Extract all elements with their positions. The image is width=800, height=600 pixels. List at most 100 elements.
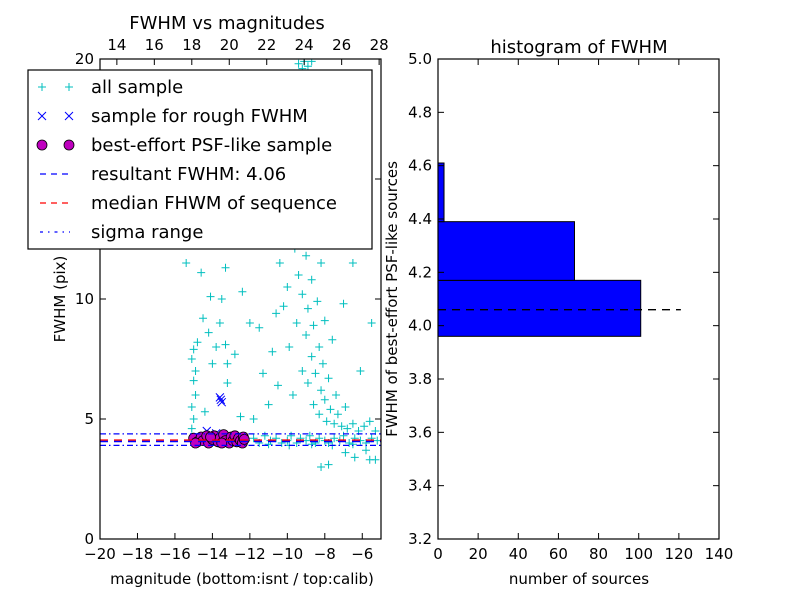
y-tick-label: 10 (75, 290, 94, 308)
y-tick-label: 3.8 (408, 370, 432, 388)
data-point-plus (187, 355, 196, 363)
x-tick-label: 80 (589, 545, 608, 563)
data-point-x (217, 397, 227, 407)
data-point-plus (249, 434, 258, 443)
x-tick-label: 140 (705, 545, 734, 563)
data-point-plus (320, 395, 329, 404)
data-point-plus (221, 340, 230, 349)
data-point-plus (189, 345, 198, 354)
data-point-plus (348, 259, 357, 267)
data-point-plus (339, 299, 348, 308)
histogram-bar (437, 162, 445, 223)
data-point-plus (343, 424, 352, 433)
legend-label: sigma range (91, 222, 203, 243)
top-x-tick-label: 20 (220, 36, 239, 54)
x-tick-label: 100 (624, 545, 653, 563)
legend-item: sigma range (40, 222, 203, 243)
top-x-tick-label: 18 (182, 36, 201, 54)
top-x-tick-label: 28 (370, 36, 389, 54)
data-point-plus (356, 367, 365, 375)
x-tick-label: −10 (272, 545, 304, 563)
left-plot-title: FWHM vs magnitudes (129, 13, 324, 34)
data-point-plus (328, 335, 337, 344)
y-tick-label: 20 (75, 50, 94, 68)
right-plot-title: histogram of FWHM (490, 37, 667, 58)
y-tick-label: 5 (84, 410, 94, 428)
data-point-plus (313, 297, 322, 306)
fwhm-histogram-plot: 0 20 40 60 80 100 120 140 3.2 3.4 3.6 3.8 4.0 4.2 4.4 4… (408, 50, 733, 563)
data-point-plus (307, 59, 316, 66)
x-tick-label: 20 (469, 545, 488, 563)
data-point-plus (191, 367, 200, 375)
data-point-plus (182, 259, 191, 267)
data-point-plus (362, 446, 371, 455)
data-point-plus (315, 434, 324, 443)
data-point-plus (307, 352, 316, 361)
y-tick-label: 5.0 (408, 50, 432, 68)
y-tick-label: 4.2 (408, 263, 432, 281)
data-point-plus (223, 379, 232, 387)
data-point-plus (204, 328, 213, 337)
x-tick-label: −8 (314, 545, 336, 563)
data-point-plus (215, 319, 224, 327)
data-point-plus (206, 292, 215, 301)
left-x-axis-label: magnitude (bottom:isnt / top:calib) (110, 570, 374, 588)
data-point-plus (315, 343, 324, 351)
data-point-plus (287, 431, 296, 440)
y-tick-label: 0 (84, 530, 94, 548)
legend-item: sample for rough FWHM (37, 106, 308, 127)
data-point-plus (305, 431, 314, 440)
right-axes-frame (437, 58, 720, 540)
x-tick-label: −18 (122, 545, 154, 563)
data-point-plus (189, 376, 198, 385)
x-tick-label: −14 (197, 545, 229, 563)
data-point-plus (275, 259, 284, 267)
data-point-plus (341, 403, 350, 411)
legend: all sample sample for rough FWHM best-effo… (27, 69, 373, 250)
data-point-plus (373, 436, 381, 445)
x-tick-label: −16 (159, 545, 191, 563)
data-point-plus (371, 455, 380, 464)
data-point-plus (212, 343, 221, 351)
y-tick-label: 4.6 (408, 157, 432, 175)
legend-plus-icon (38, 83, 46, 91)
data-point-plus (200, 407, 209, 416)
data-point-plus (249, 415, 258, 423)
data-point-plus (193, 338, 202, 347)
histogram-bar (437, 279, 642, 337)
legend-circle-icon (63, 139, 75, 151)
data-point-plus (268, 347, 277, 356)
data-point-plus (322, 417, 331, 426)
x-tick-label: 120 (665, 545, 694, 563)
legend-label: all sample (91, 77, 183, 98)
y-tick-label: 3.6 (408, 423, 432, 441)
data-point-plus (330, 434, 339, 443)
data-point-plus (318, 359, 327, 368)
data-point-plus (187, 403, 196, 411)
data-point-plus (302, 331, 311, 339)
data-point-plus (317, 259, 326, 267)
data-point-x (215, 393, 225, 402)
data-point-plus (285, 343, 294, 351)
data-point-plus (258, 369, 267, 378)
data-point-plus (339, 431, 348, 440)
data-point-plus (317, 463, 326, 471)
top-x-tick-label: 24 (295, 36, 314, 54)
data-point-plus (324, 460, 333, 469)
data-point-plus (333, 410, 342, 419)
x-tick-label: 0 (433, 545, 443, 563)
legend-circle-icon (36, 139, 48, 151)
data-point-plus (217, 295, 226, 303)
data-point-plus (221, 263, 230, 272)
top-x-tick-label: 16 (145, 36, 164, 54)
data-point-plus (298, 367, 307, 375)
legend-label: resultant FWHM: 4.06 (91, 164, 286, 185)
y-tick-label: 4.8 (408, 103, 432, 121)
data-point-plus (307, 275, 316, 284)
x-tick-label: −12 (234, 545, 266, 563)
legend-label: median FHWM of sequence (91, 193, 337, 214)
data-point-plus (303, 304, 312, 313)
data-point-plus (348, 419, 357, 428)
y-tick-label: 3.4 (408, 477, 432, 495)
y-tick-label: 3.2 (408, 530, 432, 548)
